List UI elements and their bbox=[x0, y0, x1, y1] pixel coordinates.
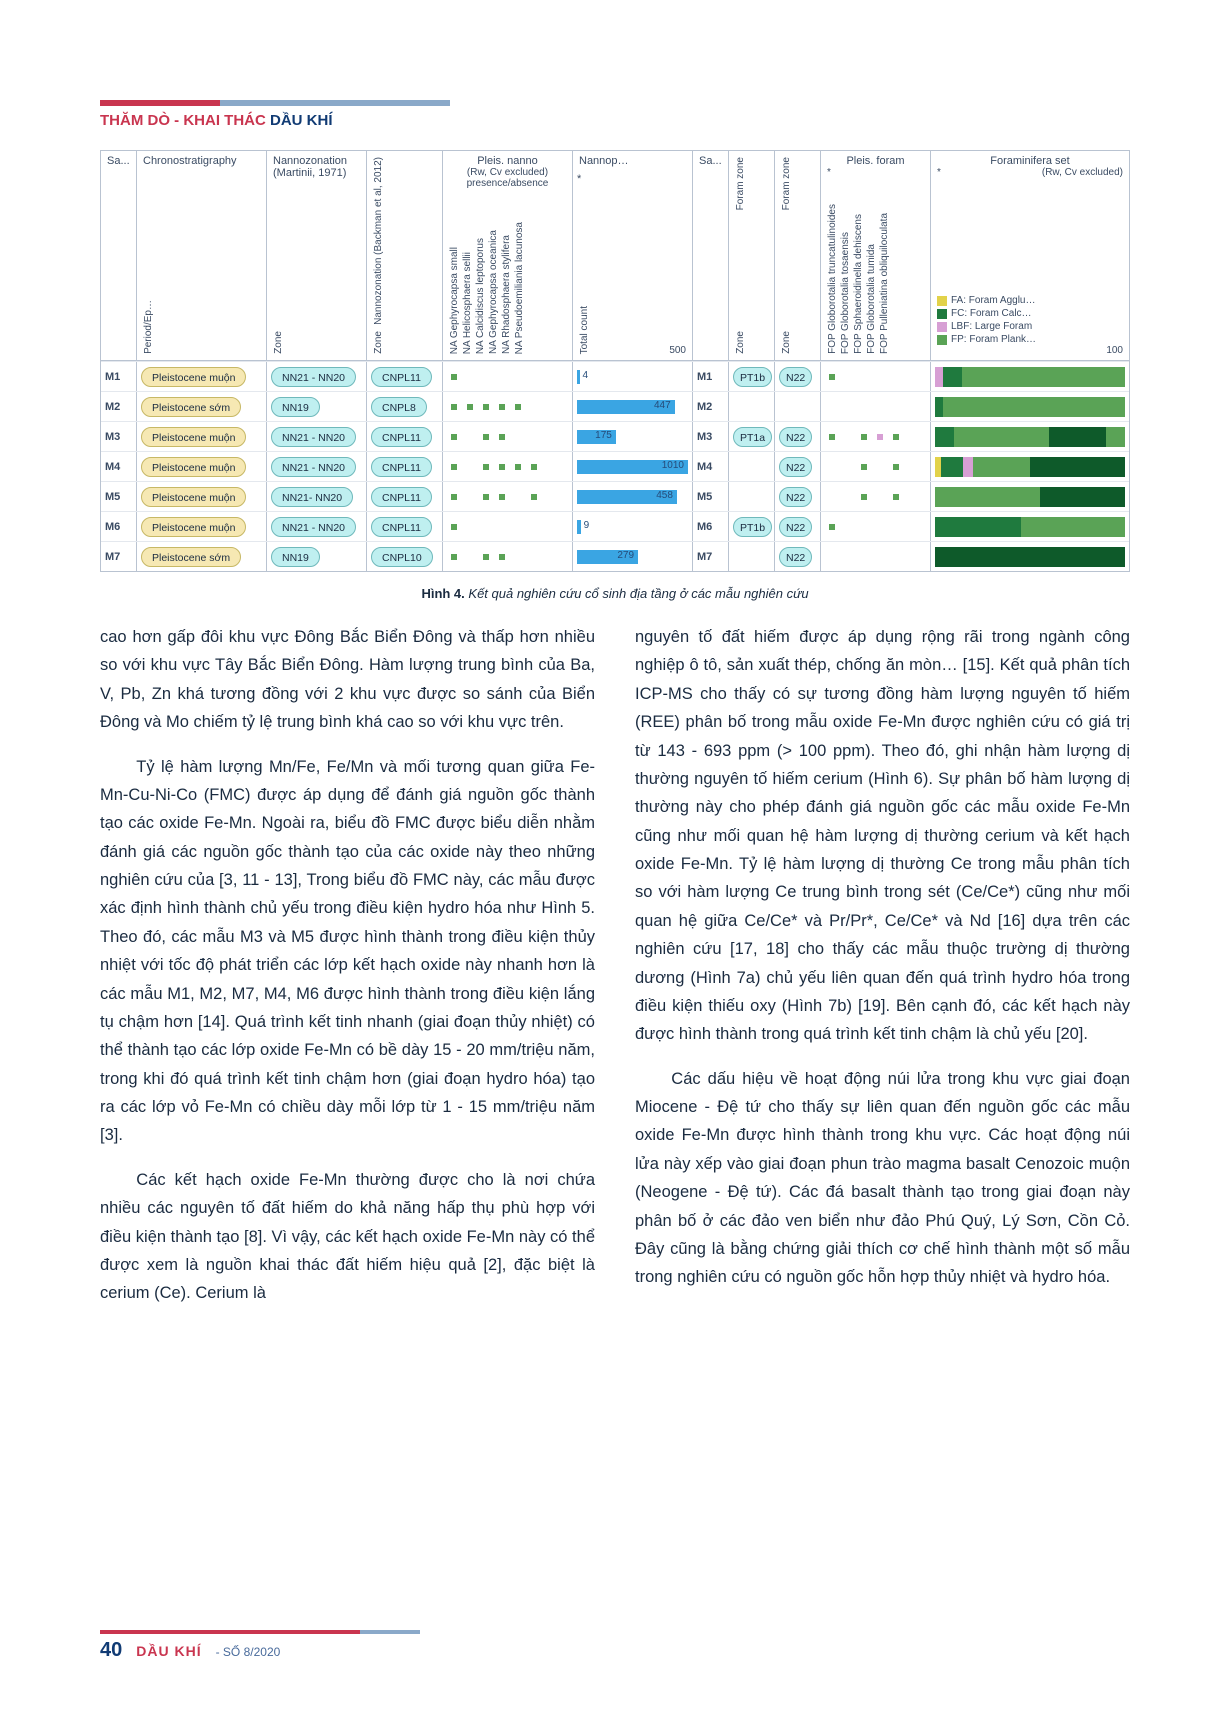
footer: 40 DẦU KHÍ - SỐ 8/2020 bbox=[100, 1639, 280, 1662]
caption-bold: Hình 4. bbox=[421, 586, 464, 601]
header-red: THĂM DÒ - KHAI THÁC bbox=[100, 112, 266, 129]
header-blue: DẦU KHÍ bbox=[270, 112, 333, 129]
chart-row: M6Pleistocene muộnNN21 - NN20CNPL119M6PT… bbox=[101, 511, 1129, 541]
body-paragraph: cao hơn gấp đôi khu vực Đông Bắc Biển Đô… bbox=[100, 623, 595, 737]
chart-row: M2Pleistocene sớmNN19CNPL8447M2 bbox=[101, 391, 1129, 421]
page-number: 40 bbox=[100, 1639, 122, 1662]
column-left: cao hơn gấp đôi khu vực Đông Bắc Biển Đô… bbox=[100, 623, 595, 1324]
chart-row: M5Pleistocene muộnNN21- NN20CNPL11458M5N… bbox=[101, 481, 1129, 511]
body-paragraph: nguyên tố đất hiếm được áp dụng rộng rãi… bbox=[635, 623, 1130, 1049]
chart-row: M1Pleistocene muộnNN21 - NN20CNPL114M1PT… bbox=[101, 361, 1129, 391]
biostrat-chart: Sa...ChronostratigraphyPeriod/Ep…Nannozo… bbox=[100, 150, 1130, 572]
page-section-header: THĂM DÒ - KHAI THÁC DẦU KHÍ bbox=[100, 112, 333, 129]
issue: - SỐ 8/2020 bbox=[216, 1645, 281, 1659]
body-paragraph: Tỷ lệ hàm lượng Mn/Fe, Fe/Mn và mối tươn… bbox=[100, 753, 595, 1150]
caption-rest: Kết quả nghiên cứu cổ sinh địa tầng ở cá… bbox=[465, 586, 809, 601]
chart-row: M3Pleistocene muộnNN21 - NN20CNPL11175M3… bbox=[101, 421, 1129, 451]
magazine-name: DẦU KHÍ bbox=[136, 1643, 201, 1659]
chart-row: M4Pleistocene muộnNN21 - NN20CNPL111010M… bbox=[101, 451, 1129, 481]
body-paragraph: Các kết hạch oxide Fe-Mn thường được cho… bbox=[100, 1166, 595, 1308]
figure-4: Sa...ChronostratigraphyPeriod/Ep…Nannozo… bbox=[100, 150, 1130, 601]
body-paragraph: Các dấu hiệu về hoạt động núi lửa trong … bbox=[635, 1065, 1130, 1292]
footer-rule bbox=[100, 1630, 360, 1634]
chart-row: M7Pleistocene sớmNN19CNPL10279M7N22 bbox=[101, 541, 1129, 571]
figure-caption: Hình 4. Kết quả nghiên cứu cổ sinh địa t… bbox=[100, 586, 1130, 601]
body-columns: cao hơn gấp đôi khu vực Đông Bắc Biển Đô… bbox=[100, 623, 1130, 1324]
column-right: nguyên tố đất hiếm được áp dụng rộng rãi… bbox=[635, 623, 1130, 1324]
